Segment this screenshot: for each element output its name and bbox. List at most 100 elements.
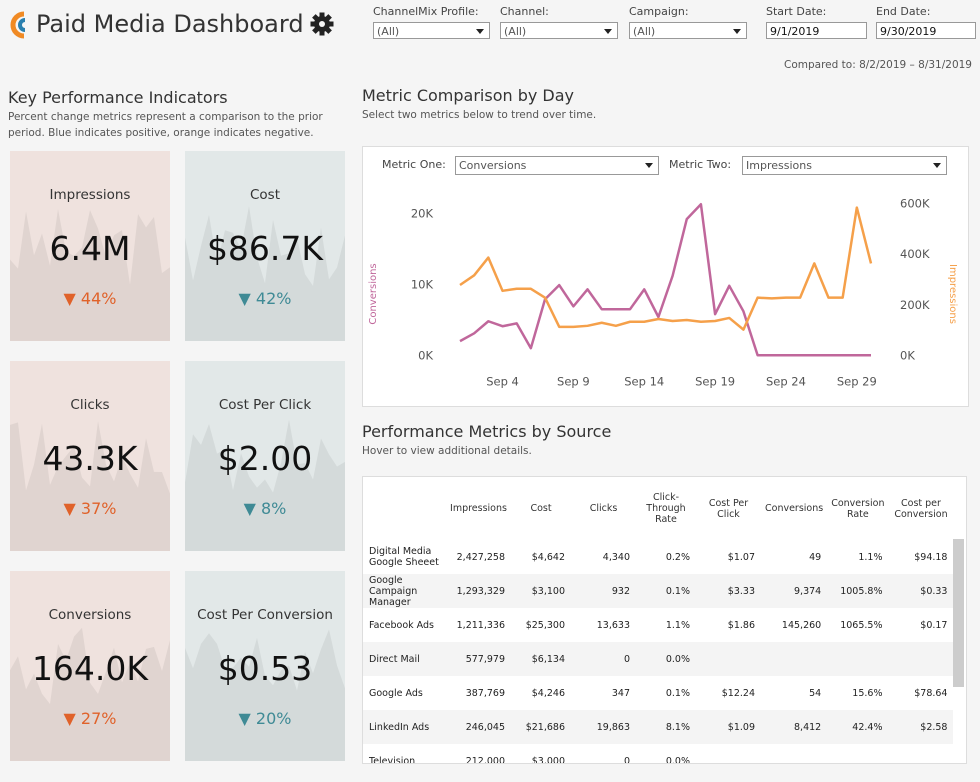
table-cell: 0.0% (636, 744, 696, 764)
kpi-value: 43.3K (10, 439, 170, 478)
table-cell: 212,000 (446, 744, 511, 764)
x-tick-label: Sep 24 (766, 375, 806, 389)
table-cell: 2,427,258 (446, 540, 511, 574)
table-cell: $1.09 (696, 710, 761, 744)
kpi-change: ▼ 20% (185, 709, 345, 728)
table-row: Digital Media Google Sheeet2,427,258$4,6… (363, 540, 953, 574)
table-cell: $1.86 (696, 608, 761, 642)
data-line (460, 204, 871, 355)
filter-label: End Date: (876, 5, 930, 18)
table-cell (696, 642, 761, 676)
x-tick-label: Sep 9 (557, 375, 590, 389)
table-cell: $78.64 (888, 676, 953, 710)
filter-dropdown[interactable]: (All) (373, 22, 490, 39)
x-tick-label: Sep 4 (486, 375, 519, 389)
y-tick-label: 10K (411, 278, 434, 292)
kpi-label: Cost (185, 187, 345, 203)
column-header: Conversion Rate (827, 477, 888, 540)
table-cell: $3.33 (696, 574, 761, 608)
table-cell: 4,340 (571, 540, 636, 574)
table-cell: $1.07 (696, 540, 761, 574)
table-cell: $4,246 (511, 676, 571, 710)
table-row: Google Ads387,769$4,2463470.1%$12.245415… (363, 676, 953, 710)
source-name: LinkedIn Ads (363, 710, 446, 744)
table-cell: $25,300 (511, 608, 571, 642)
table-cell: 577,979 (446, 642, 511, 676)
filter-label: Campaign: (629, 5, 689, 18)
axis-title: Impressions (947, 264, 958, 324)
source-name: Google Ads (363, 676, 446, 710)
comparison-period: Compared to: 8/2/2019 – 8/31/2019 (784, 59, 972, 71)
kpi-label: Cost Per Click (185, 397, 345, 413)
y2-tick-label: 400K (900, 247, 930, 261)
section-description: Select two metrics below to trend over t… (362, 107, 596, 123)
kpi-value: 164.0K (10, 649, 170, 688)
table-cell: $3,100 (511, 574, 571, 608)
kpi-card: Clicks43.3K▼ 37% (10, 361, 170, 551)
table-cell (827, 642, 888, 676)
table-cell: $12.24 (696, 676, 761, 710)
kpi-change: ▼ 8% (185, 499, 345, 518)
table-header-row: ImpressionsCostClicksClick-Through RateC… (363, 477, 953, 540)
kpi-label: Conversions (10, 607, 170, 623)
table-cell: 0 (571, 642, 636, 676)
table-cell: $4,642 (511, 540, 571, 574)
kpi-label: Cost Per Conversion (185, 607, 345, 623)
table-cell (696, 744, 761, 764)
filter-dropdown[interactable]: (All) (500, 22, 618, 39)
section-title: Key Performance Indicators (8, 88, 228, 107)
column-header: Conversions (761, 477, 827, 540)
kpi-change: ▼ 27% (10, 709, 170, 728)
table-cell: 1,293,329 (446, 574, 511, 608)
table-cell: 0.2% (636, 540, 696, 574)
scrollbar[interactable] (953, 539, 964, 687)
table-cell: 19,863 (571, 710, 636, 744)
y2-tick-label: 200K (900, 298, 930, 312)
table-row: Television212,000$3,00000.0% (363, 744, 953, 764)
source-name: Digital Media Google Sheeet (363, 540, 446, 574)
table-cell: 1.1% (827, 540, 888, 574)
section-description: Percent change metrics represent a compa… (8, 109, 338, 141)
table-cell: $3,000 (511, 744, 571, 764)
kpi-card: Cost$86.7K▼ 42% (185, 151, 345, 341)
table-cell (827, 744, 888, 764)
table-row: LinkedIn Ads246,045$21,68619,8638.1%$1.0… (363, 710, 953, 744)
section-description: Hover to view additional details. (362, 443, 532, 459)
kpi-card: Impressions6.4M▼ 44% (10, 151, 170, 341)
table-cell: 347 (571, 676, 636, 710)
axis-title: Conversions (368, 263, 379, 324)
column-header: Clicks (571, 477, 636, 540)
settings-icon[interactable] (310, 12, 334, 36)
date-input[interactable]: 9/1/2019 (766, 22, 867, 39)
sparkline-area (185, 206, 345, 341)
table-cell: 145,260 (761, 608, 827, 642)
kpi-card: Conversions 164.0K ▼ 27% (10, 571, 170, 761)
table-cell: 1065.5% (827, 608, 888, 642)
date-input[interactable]: 9/30/2019 (876, 22, 976, 39)
data-line (460, 208, 871, 330)
kpi-change: ▼ 37% (10, 499, 170, 518)
table-cell: $94.18 (888, 540, 953, 574)
table-panel: ImpressionsCostClicksClick-Through RateC… (362, 476, 967, 764)
kpi-label: Impressions (10, 187, 170, 203)
kpi-change: ▼ 42% (185, 289, 345, 308)
x-tick-label: Sep 29 (837, 375, 877, 389)
filter-dropdown[interactable]: (All) (629, 22, 747, 39)
y-tick-label: 20K (411, 207, 434, 221)
table-cell: 13,633 (571, 608, 636, 642)
table-cell: $6,134 (511, 642, 571, 676)
table-row: Google Campaign Manager1,293,329$3,10093… (363, 574, 953, 608)
table-cell: 246,045 (446, 710, 511, 744)
table-row: Facebook Ads1,211,336$25,30013,6331.1%$1… (363, 608, 953, 642)
table-cell: 1005.8% (827, 574, 888, 608)
x-tick-label: Sep 14 (624, 375, 664, 389)
table-cell: 8.1% (636, 710, 696, 744)
source-name: Google Campaign Manager (363, 574, 446, 608)
column-header: Cost (511, 477, 571, 540)
kpi-value: 6.4M (10, 229, 170, 268)
section-title: Performance Metrics by Source (362, 422, 611, 441)
kpi-value: $0.53 (185, 649, 345, 688)
table-cell: 387,769 (446, 676, 511, 710)
x-tick-label: Sep 19 (695, 375, 735, 389)
